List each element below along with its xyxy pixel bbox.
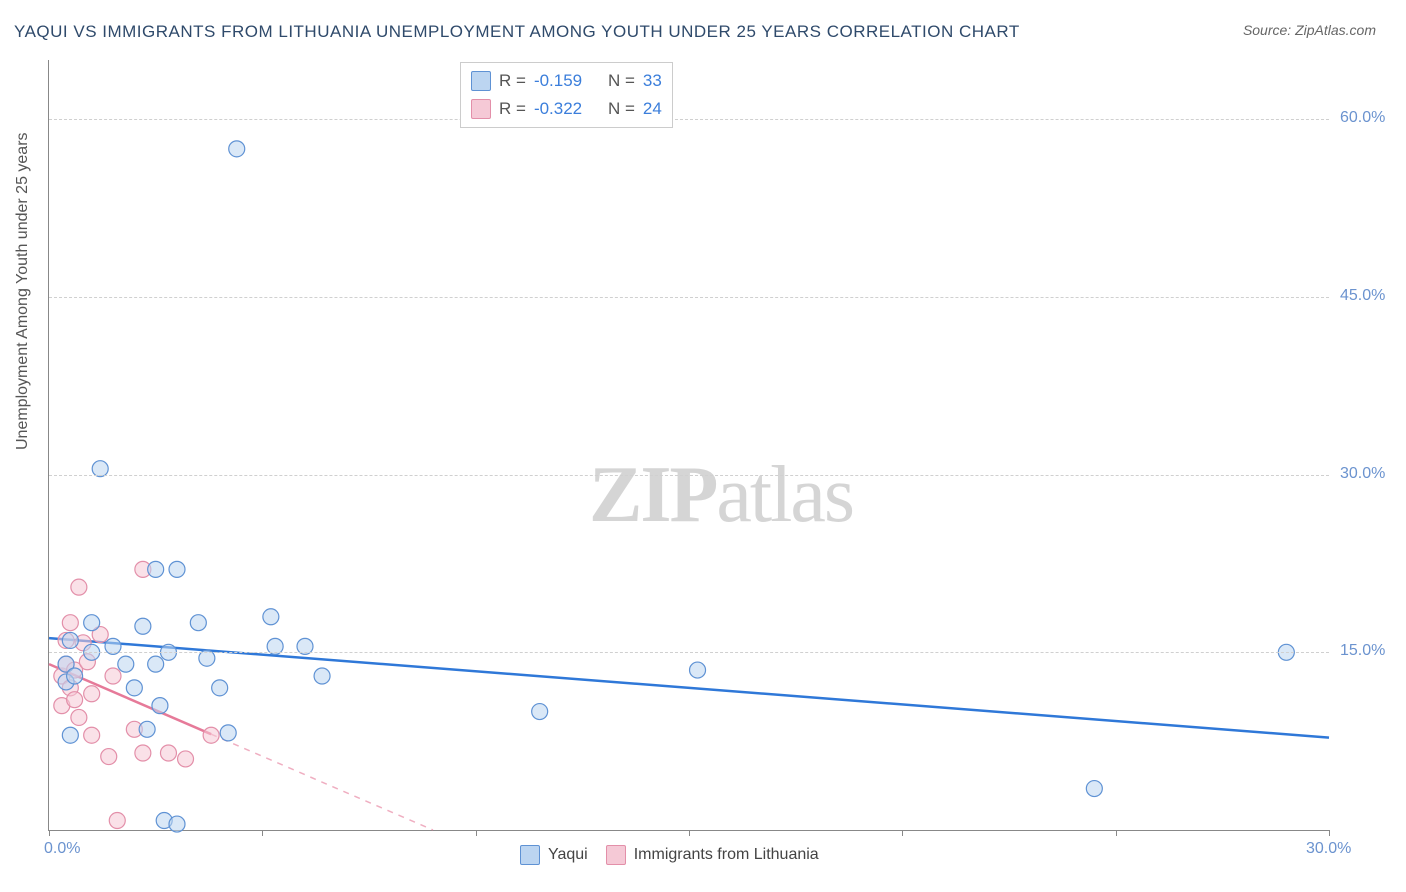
data-point (62, 632, 78, 648)
gridline (49, 475, 1329, 476)
data-point (84, 615, 100, 631)
data-point (169, 816, 185, 832)
data-point (135, 745, 151, 761)
gridline (49, 119, 1329, 120)
data-point (105, 668, 121, 684)
legend-label: Immigrants from Lithuania (634, 846, 819, 864)
data-point (148, 656, 164, 672)
data-point (169, 561, 185, 577)
data-point (62, 615, 78, 631)
data-point (62, 727, 78, 743)
data-point (152, 698, 168, 714)
data-point (314, 668, 330, 684)
legend-label: Yaqui (548, 846, 588, 864)
source-attribution: Source: ZipAtlas.com (1243, 22, 1376, 38)
y-tick-label: 30.0% (1340, 465, 1385, 483)
chart-container: YAQUI VS IMMIGRANTS FROM LITHUANIA UNEMP… (0, 0, 1406, 892)
plot-svg (49, 60, 1329, 830)
legend-item: Yaqui (520, 845, 588, 865)
legend-swatch (471, 99, 491, 119)
data-point (1086, 781, 1102, 797)
data-point (212, 680, 228, 696)
data-point (71, 709, 87, 725)
n-value: 24 (643, 95, 662, 123)
x-tick-label: 0.0% (44, 840, 80, 858)
data-point (84, 727, 100, 743)
data-point (263, 609, 279, 625)
x-tick (1329, 830, 1330, 836)
data-point (148, 561, 164, 577)
gridline (49, 652, 1329, 653)
x-tick (1116, 830, 1117, 836)
y-tick-label: 15.0% (1340, 642, 1385, 660)
data-point (139, 721, 155, 737)
r-value: -0.159 (534, 67, 600, 95)
x-tick (689, 830, 690, 836)
y-axis-label: Unemployment Among Youth under 25 years (14, 132, 32, 450)
r-value: -0.322 (534, 95, 600, 123)
data-point (84, 686, 100, 702)
data-point (690, 662, 706, 678)
legend-swatch (471, 71, 491, 91)
data-point (109, 813, 125, 829)
gridline (49, 297, 1329, 298)
n-label: N = (608, 67, 635, 95)
correlation-row: R = -0.322 N = 24 (471, 95, 662, 123)
correlation-row: R = -0.159 N = 33 (471, 67, 662, 95)
r-label: R = (499, 95, 526, 123)
legend-item: Immigrants from Lithuania (606, 845, 819, 865)
x-tick (49, 830, 50, 836)
data-point (126, 680, 142, 696)
x-tick (476, 830, 477, 836)
regression-line-extrapolated (211, 734, 433, 830)
x-tick (902, 830, 903, 836)
data-point (118, 656, 134, 672)
data-point (203, 727, 219, 743)
legend-swatch (606, 845, 626, 865)
correlation-legend: R = -0.159 N = 33 R = -0.322 N = 24 (460, 62, 673, 128)
data-point (135, 618, 151, 634)
series-legend: Yaqui Immigrants from Lithuania (520, 845, 819, 865)
n-label: N = (608, 95, 635, 123)
y-tick-label: 45.0% (1340, 287, 1385, 305)
plot-area: ZIPatlas (48, 60, 1329, 831)
data-point (71, 579, 87, 595)
data-point (220, 725, 236, 741)
r-label: R = (499, 67, 526, 95)
data-point (190, 615, 206, 631)
x-tick (262, 830, 263, 836)
y-tick-label: 60.0% (1340, 109, 1385, 127)
x-tick-label: 30.0% (1306, 840, 1351, 858)
data-point (160, 745, 176, 761)
data-point (532, 704, 548, 720)
data-point (67, 692, 83, 708)
n-value: 33 (643, 67, 662, 95)
data-point (101, 749, 117, 765)
data-point (229, 141, 245, 157)
data-point (67, 668, 83, 684)
chart-title: YAQUI VS IMMIGRANTS FROM LITHUANIA UNEMP… (14, 22, 1020, 42)
legend-swatch (520, 845, 540, 865)
data-point (178, 751, 194, 767)
